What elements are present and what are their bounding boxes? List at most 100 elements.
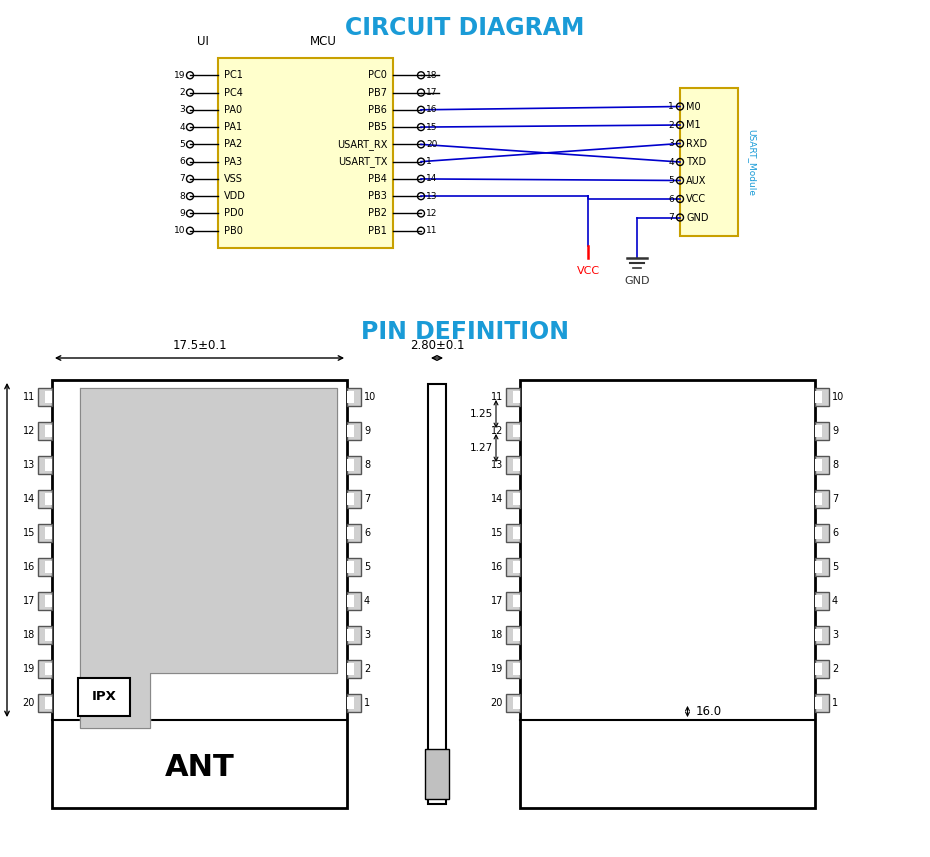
- Bar: [506, 694, 520, 712]
- Bar: [38, 524, 52, 542]
- Bar: [506, 490, 520, 508]
- Bar: [428, 384, 446, 804]
- Text: 12: 12: [426, 209, 437, 218]
- Bar: [38, 490, 52, 508]
- Text: 3: 3: [832, 630, 838, 640]
- Bar: [513, 493, 520, 506]
- Bar: [513, 697, 520, 710]
- Text: 19: 19: [174, 71, 185, 80]
- Bar: [45, 662, 52, 675]
- Text: 4: 4: [669, 158, 674, 166]
- Bar: [506, 456, 520, 474]
- Text: 16: 16: [22, 562, 35, 572]
- Text: 5: 5: [669, 176, 674, 185]
- Bar: [347, 592, 361, 610]
- Text: 8: 8: [179, 192, 185, 201]
- Text: 17.5±0.1: 17.5±0.1: [172, 339, 227, 352]
- Text: 13: 13: [491, 460, 503, 470]
- Text: TXD: TXD: [686, 157, 706, 167]
- Bar: [815, 558, 829, 576]
- Text: PB6: PB6: [368, 105, 387, 115]
- Text: 4: 4: [832, 596, 838, 606]
- Text: USART_RX: USART_RX: [337, 139, 387, 150]
- Text: 6: 6: [669, 195, 674, 203]
- Text: 17: 17: [491, 596, 503, 606]
- Bar: [347, 524, 361, 542]
- Text: GND: GND: [686, 213, 709, 223]
- Bar: [513, 458, 520, 471]
- Text: PIN DEFINITION: PIN DEFINITION: [361, 320, 569, 344]
- Text: USART_TX: USART_TX: [338, 156, 387, 167]
- Text: PB7: PB7: [368, 87, 387, 98]
- Text: 7: 7: [364, 494, 370, 504]
- Text: 15: 15: [426, 123, 437, 132]
- Bar: [45, 458, 52, 471]
- Text: ANT: ANT: [165, 753, 234, 782]
- Text: PB5: PB5: [368, 122, 387, 132]
- Text: 17: 17: [426, 88, 437, 97]
- Bar: [520, 380, 815, 808]
- Text: 7: 7: [669, 213, 674, 222]
- Bar: [45, 527, 52, 539]
- Text: 16: 16: [491, 562, 503, 572]
- Bar: [513, 527, 520, 539]
- Text: 1.25: 1.25: [470, 409, 493, 419]
- Bar: [815, 388, 829, 406]
- Bar: [347, 391, 354, 404]
- Bar: [815, 697, 822, 710]
- Bar: [45, 391, 52, 404]
- Text: 20: 20: [426, 140, 437, 149]
- Bar: [218, 58, 393, 248]
- Text: M0: M0: [686, 101, 700, 111]
- Bar: [513, 425, 520, 437]
- Bar: [815, 391, 822, 404]
- Text: PB0: PB0: [224, 225, 243, 236]
- Bar: [347, 422, 361, 440]
- Text: MCU: MCU: [310, 35, 337, 48]
- Bar: [513, 629, 520, 641]
- Text: 10: 10: [364, 392, 377, 402]
- Text: 4: 4: [364, 596, 370, 606]
- Text: IPX: IPX: [91, 691, 116, 704]
- Text: M1: M1: [686, 120, 700, 130]
- Text: PC1: PC1: [224, 70, 243, 81]
- Text: 10: 10: [174, 226, 185, 235]
- Bar: [38, 558, 52, 576]
- Bar: [815, 629, 822, 641]
- Text: 6: 6: [832, 528, 838, 538]
- Text: 5: 5: [179, 140, 185, 149]
- Text: 19: 19: [491, 664, 503, 674]
- Text: CIRCUIT DIAGRAM: CIRCUIT DIAGRAM: [345, 16, 585, 40]
- Text: 17: 17: [22, 596, 35, 606]
- Text: PC0: PC0: [368, 70, 387, 81]
- Text: 9: 9: [832, 426, 838, 436]
- Text: 19: 19: [22, 664, 35, 674]
- Bar: [347, 662, 354, 675]
- Bar: [347, 629, 354, 641]
- Text: 2: 2: [669, 121, 674, 129]
- Text: 2.80±0.1: 2.80±0.1: [410, 339, 464, 352]
- Text: PB4: PB4: [368, 174, 387, 184]
- Text: PB3: PB3: [368, 191, 387, 201]
- Bar: [513, 560, 520, 573]
- Text: 14: 14: [491, 494, 503, 504]
- Text: 1.27: 1.27: [470, 443, 493, 453]
- Bar: [45, 697, 52, 710]
- Bar: [347, 388, 361, 406]
- Text: 9: 9: [364, 426, 370, 436]
- Bar: [347, 694, 361, 712]
- Text: 6: 6: [364, 528, 370, 538]
- Text: 18: 18: [22, 630, 35, 640]
- Text: 16: 16: [426, 105, 437, 114]
- Bar: [815, 524, 829, 542]
- Text: 14: 14: [22, 494, 35, 504]
- Text: 2: 2: [364, 664, 370, 674]
- Bar: [815, 595, 822, 608]
- Bar: [45, 595, 52, 608]
- Text: VSS: VSS: [224, 174, 243, 184]
- Bar: [815, 422, 829, 440]
- Bar: [78, 678, 130, 716]
- Bar: [506, 388, 520, 406]
- Bar: [815, 425, 822, 437]
- Text: PA1: PA1: [224, 122, 242, 132]
